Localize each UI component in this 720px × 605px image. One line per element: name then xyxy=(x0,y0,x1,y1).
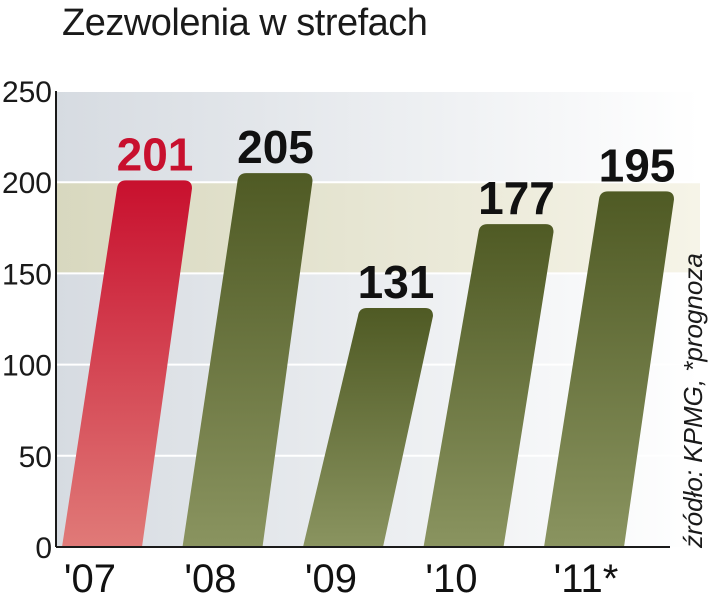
x-tick-label: '10 xyxy=(425,557,477,601)
value-label: 205 xyxy=(237,121,314,173)
x-tick-label: '08 xyxy=(184,557,236,601)
chart-title: Zezwolenia w strefach xyxy=(62,2,428,44)
y-tick-label: 0 xyxy=(35,532,52,565)
y-tick-label: 150 xyxy=(2,258,52,291)
bar-07 xyxy=(62,180,192,547)
x-tick-label: '09 xyxy=(305,557,357,601)
value-label: 177 xyxy=(478,172,555,224)
x-tick-label: '11* xyxy=(554,557,619,601)
value-label: 201 xyxy=(117,128,194,180)
source-note: źródło: KPMG, *prognoza xyxy=(678,253,708,549)
bar-08 xyxy=(182,173,313,547)
bar-11 xyxy=(544,191,674,547)
value-label: 195 xyxy=(599,139,676,191)
value-label: 131 xyxy=(358,256,435,308)
x-tick-label: '07 xyxy=(64,557,116,601)
y-tick-label: 200 xyxy=(2,167,52,200)
y-tick-label: 250 xyxy=(2,76,52,109)
bar-09 xyxy=(303,308,433,547)
bar-10 xyxy=(423,224,554,548)
y-tick-label: 100 xyxy=(2,350,52,383)
y-tick-label: 50 xyxy=(19,441,52,474)
